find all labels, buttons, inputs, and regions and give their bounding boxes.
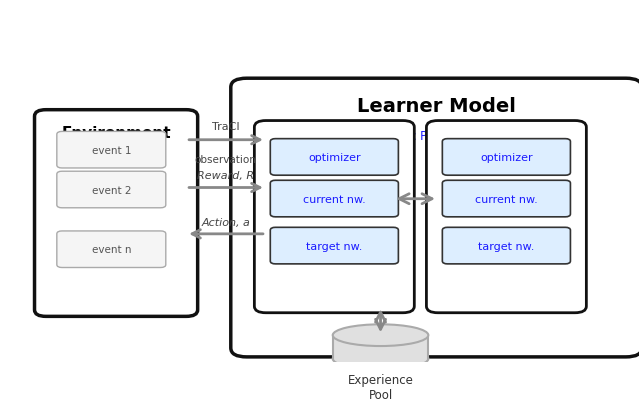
FancyBboxPatch shape [57, 172, 166, 208]
Text: target nw.: target nw. [306, 241, 362, 251]
Text: target nw.: target nw. [478, 241, 534, 251]
Text: Action, a: Action, a [201, 217, 250, 227]
Text: optimizer: optimizer [480, 152, 532, 162]
Text: Environment: Environment [61, 126, 171, 141]
FancyBboxPatch shape [442, 228, 570, 264]
FancyBboxPatch shape [442, 181, 570, 217]
Text: CRITIC: CRITIC [481, 137, 532, 151]
Text: Reward, R: Reward, R [197, 170, 254, 180]
Ellipse shape [333, 324, 428, 346]
Ellipse shape [333, 348, 428, 370]
Text: event 1: event 1 [92, 145, 131, 155]
Text: event 2: event 2 [92, 185, 131, 195]
FancyBboxPatch shape [231, 79, 640, 357]
FancyBboxPatch shape [442, 139, 570, 176]
Bar [333, 335, 428, 359]
FancyBboxPatch shape [270, 181, 398, 217]
Text: event n: event n [92, 245, 131, 255]
FancyBboxPatch shape [57, 132, 166, 168]
FancyBboxPatch shape [254, 121, 414, 313]
FancyBboxPatch shape [426, 121, 586, 313]
Text: optimizer: optimizer [308, 152, 361, 162]
Text: current nw.: current nw. [303, 194, 365, 204]
Text: Experience
Pool: Experience Pool [348, 373, 413, 401]
FancyBboxPatch shape [270, 139, 398, 176]
FancyBboxPatch shape [35, 110, 198, 316]
Text: Deep Deterministic Policy Gradient Algorithm: Deep Deterministic Policy Gradient Algor… [301, 130, 571, 142]
Text: observation: observation [195, 155, 257, 165]
FancyBboxPatch shape [57, 231, 166, 268]
Text: current nw.: current nw. [475, 194, 538, 204]
Text: ACTOR: ACTOR [308, 137, 361, 151]
Text: TraCI: TraCI [212, 122, 239, 132]
FancyBboxPatch shape [270, 228, 398, 264]
Text: Learner Model: Learner Model [357, 97, 516, 116]
